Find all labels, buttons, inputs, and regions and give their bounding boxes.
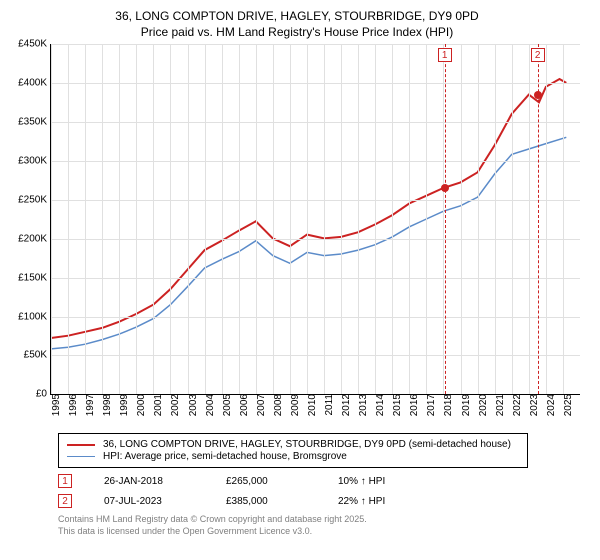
xtick-label: 2004 (201, 394, 216, 416)
xtick-label: 2011 (320, 394, 335, 416)
xtick-label: 2003 (184, 394, 199, 416)
sale-vs-hpi: 10% ↑ HPI (338, 476, 385, 487)
xtick-label: 2000 (132, 394, 147, 416)
xtick-label: 2013 (354, 394, 369, 416)
legend-row-hpi: HPI: Average price, semi-detached house,… (67, 451, 519, 462)
title-line-1: 36, LONG COMPTON DRIVE, HAGLEY, STOURBRI… (8, 8, 586, 24)
xtick-label: 2010 (303, 394, 318, 416)
xtick-label: 2025 (559, 394, 574, 416)
legend-row-price: 36, LONG COMPTON DRIVE, HAGLEY, STOURBRI… (67, 439, 519, 450)
series-price (51, 79, 566, 338)
ytick-label: £200K (18, 233, 51, 244)
legend-swatch-hpi (67, 456, 95, 457)
xtick-label: 2015 (388, 394, 403, 416)
xtick-label: 2014 (371, 394, 386, 416)
sale-row-box: 1 (58, 474, 72, 488)
sale-date: 07-JUL-2023 (104, 496, 194, 507)
chart-lines-svg (51, 44, 580, 394)
ytick-label: £150K (18, 272, 51, 283)
footer-line-1: Contains HM Land Registry data © Crown c… (58, 514, 586, 526)
ytick-label: £450K (18, 39, 51, 50)
ytick-label: £100K (18, 311, 51, 322)
xtick-label: 2024 (542, 394, 557, 416)
xtick-label: 2018 (439, 394, 454, 416)
xtick-label: 2019 (457, 394, 472, 416)
marker-box-2: 2 (531, 48, 545, 62)
ytick-label: £250K (18, 194, 51, 205)
ytick-label: £50K (24, 350, 51, 361)
xtick-label: 1998 (98, 394, 113, 416)
xtick-label: 1997 (81, 394, 96, 416)
sale-rows: 1 26-JAN-2018 £265,000 10% ↑ HPI 2 07-JUL-202… (58, 474, 586, 508)
plot-area: £0£50K£100K£150K£200K£250K£300K£350K£400… (50, 44, 580, 395)
title-line-2: Price paid vs. HM Land Registry's House … (8, 24, 586, 40)
xtick-label: 2023 (525, 394, 540, 416)
xtick-label: 1995 (47, 394, 62, 416)
xtick-label: 2012 (337, 394, 352, 416)
xtick-label: 2002 (166, 394, 181, 416)
xtick-label: 2001 (149, 394, 164, 416)
legend-swatch-price (67, 444, 95, 446)
marker-box-1: 1 (438, 48, 452, 62)
xtick-label: 2022 (508, 394, 523, 416)
xtick-label: 1996 (64, 394, 79, 416)
sale-vs-hpi: 22% ↑ HPI (338, 496, 385, 507)
sale-price: £265,000 (226, 476, 306, 487)
sale-row-box: 2 (58, 494, 72, 508)
footer-attribution: Contains HM Land Registry data © Crown c… (58, 514, 586, 537)
sale-dot-1 (441, 184, 449, 192)
ytick-label: £300K (18, 156, 51, 167)
xtick-label: 2005 (218, 394, 233, 416)
sale-row-1: 1 26-JAN-2018 £265,000 10% ↑ HPI (58, 474, 586, 488)
legend-label-hpi: HPI: Average price, semi-detached house,… (103, 451, 347, 462)
sale-dot-2 (534, 91, 542, 99)
xtick-label: 2007 (252, 394, 267, 416)
xtick-label: 1999 (115, 394, 130, 416)
marker-vline-1 (445, 44, 446, 394)
footer-line-2: This data is licensed under the Open Gov… (58, 526, 586, 538)
xtick-label: 2016 (405, 394, 420, 416)
xtick-label: 2008 (269, 394, 284, 416)
chart-title: 36, LONG COMPTON DRIVE, HAGLEY, STOURBRI… (8, 8, 586, 40)
xtick-label: 2009 (286, 394, 301, 416)
sale-date: 26-JAN-2018 (104, 476, 194, 487)
ytick-label: £350K (18, 117, 51, 128)
xtick-label: 2006 (235, 394, 250, 416)
ytick-label: £400K (18, 78, 51, 89)
legend-label-price: 36, LONG COMPTON DRIVE, HAGLEY, STOURBRI… (103, 439, 511, 450)
xtick-label: 2021 (491, 394, 506, 416)
chart-container: 36, LONG COMPTON DRIVE, HAGLEY, STOURBRI… (0, 0, 600, 560)
xtick-label: 2020 (474, 394, 489, 416)
legend: 36, LONG COMPTON DRIVE, HAGLEY, STOURBRI… (58, 433, 528, 468)
sale-row-2: 2 07-JUL-2023 £385,000 22% ↑ HPI (58, 494, 586, 508)
sale-price: £385,000 (226, 496, 306, 507)
xtick-label: 2017 (422, 394, 437, 416)
